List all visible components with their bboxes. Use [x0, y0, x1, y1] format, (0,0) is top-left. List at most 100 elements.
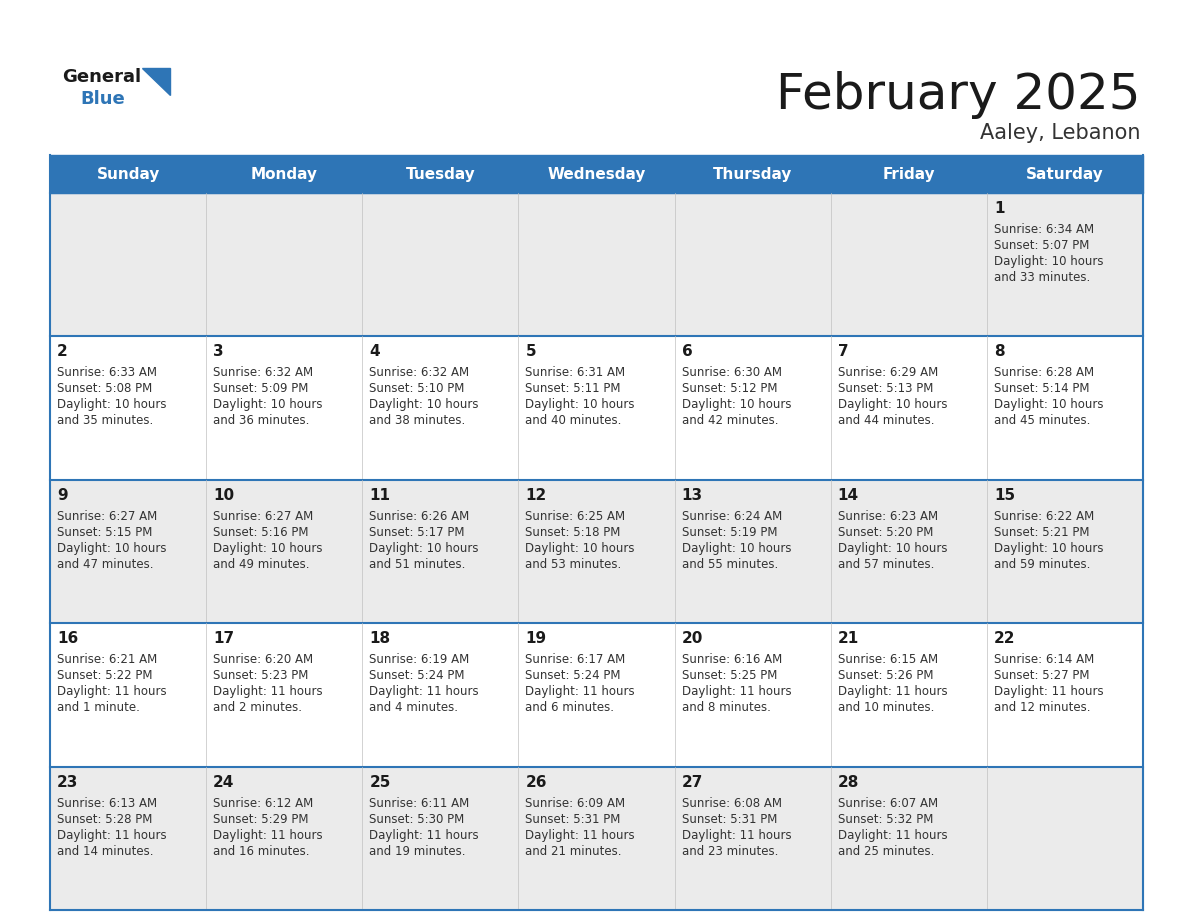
Text: Blue: Blue [80, 90, 125, 108]
Text: Sunrise: 6:09 AM: Sunrise: 6:09 AM [525, 797, 626, 810]
Text: and 53 minutes.: and 53 minutes. [525, 558, 621, 571]
Polygon shape [143, 68, 170, 95]
Text: Saturday: Saturday [1026, 166, 1104, 182]
Text: 22: 22 [994, 632, 1016, 646]
Text: Sunrise: 6:29 AM: Sunrise: 6:29 AM [838, 366, 939, 379]
Text: Sunrise: 6:31 AM: Sunrise: 6:31 AM [525, 366, 626, 379]
Text: Sunrise: 6:24 AM: Sunrise: 6:24 AM [682, 509, 782, 522]
Text: Daylight: 10 hours: Daylight: 10 hours [994, 255, 1104, 268]
Text: and 51 minutes.: and 51 minutes. [369, 558, 466, 571]
Text: Daylight: 11 hours: Daylight: 11 hours [525, 829, 636, 842]
Text: Sunrise: 6:28 AM: Sunrise: 6:28 AM [994, 366, 1094, 379]
Text: Sunset: 5:17 PM: Sunset: 5:17 PM [369, 526, 465, 539]
Text: Sunrise: 6:08 AM: Sunrise: 6:08 AM [682, 797, 782, 810]
Text: Daylight: 11 hours: Daylight: 11 hours [682, 685, 791, 699]
Text: Daylight: 10 hours: Daylight: 10 hours [994, 398, 1104, 411]
Text: and 2 minutes.: and 2 minutes. [213, 701, 302, 714]
Text: Sunrise: 6:32 AM: Sunrise: 6:32 AM [213, 366, 314, 379]
Text: Sunset: 5:22 PM: Sunset: 5:22 PM [57, 669, 152, 682]
Text: Daylight: 10 hours: Daylight: 10 hours [213, 398, 323, 411]
Text: 13: 13 [682, 487, 702, 503]
Text: Sunday: Sunday [96, 166, 159, 182]
Text: 3: 3 [213, 344, 223, 360]
Text: Sunset: 5:15 PM: Sunset: 5:15 PM [57, 526, 152, 539]
Text: 21: 21 [838, 632, 859, 646]
Text: Sunset: 5:11 PM: Sunset: 5:11 PM [525, 383, 621, 396]
Text: Daylight: 11 hours: Daylight: 11 hours [369, 829, 479, 842]
Text: Daylight: 11 hours: Daylight: 11 hours [369, 685, 479, 699]
Text: Sunrise: 6:26 AM: Sunrise: 6:26 AM [369, 509, 469, 522]
Text: Daylight: 10 hours: Daylight: 10 hours [369, 542, 479, 554]
Text: Daylight: 10 hours: Daylight: 10 hours [525, 542, 634, 554]
Text: Daylight: 10 hours: Daylight: 10 hours [838, 542, 947, 554]
Text: Daylight: 10 hours: Daylight: 10 hours [994, 542, 1104, 554]
Text: Sunset: 5:10 PM: Sunset: 5:10 PM [369, 383, 465, 396]
Text: and 23 minutes.: and 23 minutes. [682, 845, 778, 857]
Text: and 10 minutes.: and 10 minutes. [838, 701, 934, 714]
Text: and 59 minutes.: and 59 minutes. [994, 558, 1091, 571]
Text: Sunset: 5:29 PM: Sunset: 5:29 PM [213, 812, 309, 825]
Bar [50, 336, 1143, 480]
Text: Sunset: 5:30 PM: Sunset: 5:30 PM [369, 812, 465, 825]
Text: and 49 minutes.: and 49 minutes. [213, 558, 310, 571]
Text: and 33 minutes.: and 33 minutes. [994, 271, 1091, 284]
Text: and 12 minutes.: and 12 minutes. [994, 701, 1091, 714]
Text: Sunrise: 6:22 AM: Sunrise: 6:22 AM [994, 509, 1094, 522]
Text: Daylight: 10 hours: Daylight: 10 hours [57, 542, 166, 554]
Bar [50, 155, 1143, 193]
Text: Sunset: 5:26 PM: Sunset: 5:26 PM [838, 669, 934, 682]
Text: 25: 25 [369, 775, 391, 789]
Text: and 42 minutes.: and 42 minutes. [682, 414, 778, 428]
Text: Sunset: 5:18 PM: Sunset: 5:18 PM [525, 526, 621, 539]
Text: and 25 minutes.: and 25 minutes. [838, 845, 934, 857]
Text: 19: 19 [525, 632, 546, 646]
Bar [50, 767, 1143, 910]
Text: and 35 minutes.: and 35 minutes. [57, 414, 153, 428]
Text: and 14 minutes.: and 14 minutes. [57, 845, 153, 857]
Text: Sunrise: 6:17 AM: Sunrise: 6:17 AM [525, 654, 626, 666]
Text: Daylight: 11 hours: Daylight: 11 hours [213, 829, 323, 842]
Text: Aaley, Lebanon: Aaley, Lebanon [979, 123, 1140, 143]
Text: 12: 12 [525, 487, 546, 503]
Text: 18: 18 [369, 632, 391, 646]
Text: Daylight: 11 hours: Daylight: 11 hours [838, 829, 947, 842]
Text: Daylight: 11 hours: Daylight: 11 hours [682, 829, 791, 842]
Text: and 40 minutes.: and 40 minutes. [525, 414, 621, 428]
Text: Sunrise: 6:25 AM: Sunrise: 6:25 AM [525, 509, 626, 522]
Text: Sunrise: 6:07 AM: Sunrise: 6:07 AM [838, 797, 937, 810]
Text: 15: 15 [994, 487, 1015, 503]
Text: Daylight: 10 hours: Daylight: 10 hours [838, 398, 947, 411]
Text: Sunset: 5:31 PM: Sunset: 5:31 PM [525, 812, 621, 825]
Text: Sunrise: 6:14 AM: Sunrise: 6:14 AM [994, 654, 1094, 666]
Text: 24: 24 [213, 775, 234, 789]
Text: Sunset: 5:09 PM: Sunset: 5:09 PM [213, 383, 309, 396]
Text: Sunrise: 6:30 AM: Sunrise: 6:30 AM [682, 366, 782, 379]
Text: Wednesday: Wednesday [548, 166, 646, 182]
Text: Sunset: 5:31 PM: Sunset: 5:31 PM [682, 812, 777, 825]
Text: February 2025: February 2025 [776, 71, 1140, 119]
Text: and 38 minutes.: and 38 minutes. [369, 414, 466, 428]
Text: 11: 11 [369, 487, 391, 503]
Text: Sunset: 5:14 PM: Sunset: 5:14 PM [994, 383, 1089, 396]
Text: Sunset: 5:20 PM: Sunset: 5:20 PM [838, 526, 933, 539]
Text: General: General [62, 68, 141, 86]
Text: Sunset: 5:12 PM: Sunset: 5:12 PM [682, 383, 777, 396]
Text: 2: 2 [57, 344, 68, 360]
Text: 5: 5 [525, 344, 536, 360]
Text: Sunrise: 6:33 AM: Sunrise: 6:33 AM [57, 366, 157, 379]
Text: Daylight: 11 hours: Daylight: 11 hours [213, 685, 323, 699]
Text: and 6 minutes.: and 6 minutes. [525, 701, 614, 714]
Text: Thursday: Thursday [713, 166, 792, 182]
Text: Sunset: 5:24 PM: Sunset: 5:24 PM [369, 669, 465, 682]
Text: Sunrise: 6:21 AM: Sunrise: 6:21 AM [57, 654, 157, 666]
Text: Sunset: 5:24 PM: Sunset: 5:24 PM [525, 669, 621, 682]
Text: 1: 1 [994, 201, 1004, 216]
Text: and 57 minutes.: and 57 minutes. [838, 558, 934, 571]
Text: and 44 minutes.: and 44 minutes. [838, 414, 934, 428]
Text: Sunrise: 6:34 AM: Sunrise: 6:34 AM [994, 223, 1094, 236]
Text: Sunset: 5:28 PM: Sunset: 5:28 PM [57, 812, 152, 825]
Text: 6: 6 [682, 344, 693, 360]
Text: and 19 minutes.: and 19 minutes. [369, 845, 466, 857]
Text: Sunrise: 6:11 AM: Sunrise: 6:11 AM [369, 797, 469, 810]
Text: Daylight: 11 hours: Daylight: 11 hours [994, 685, 1104, 699]
